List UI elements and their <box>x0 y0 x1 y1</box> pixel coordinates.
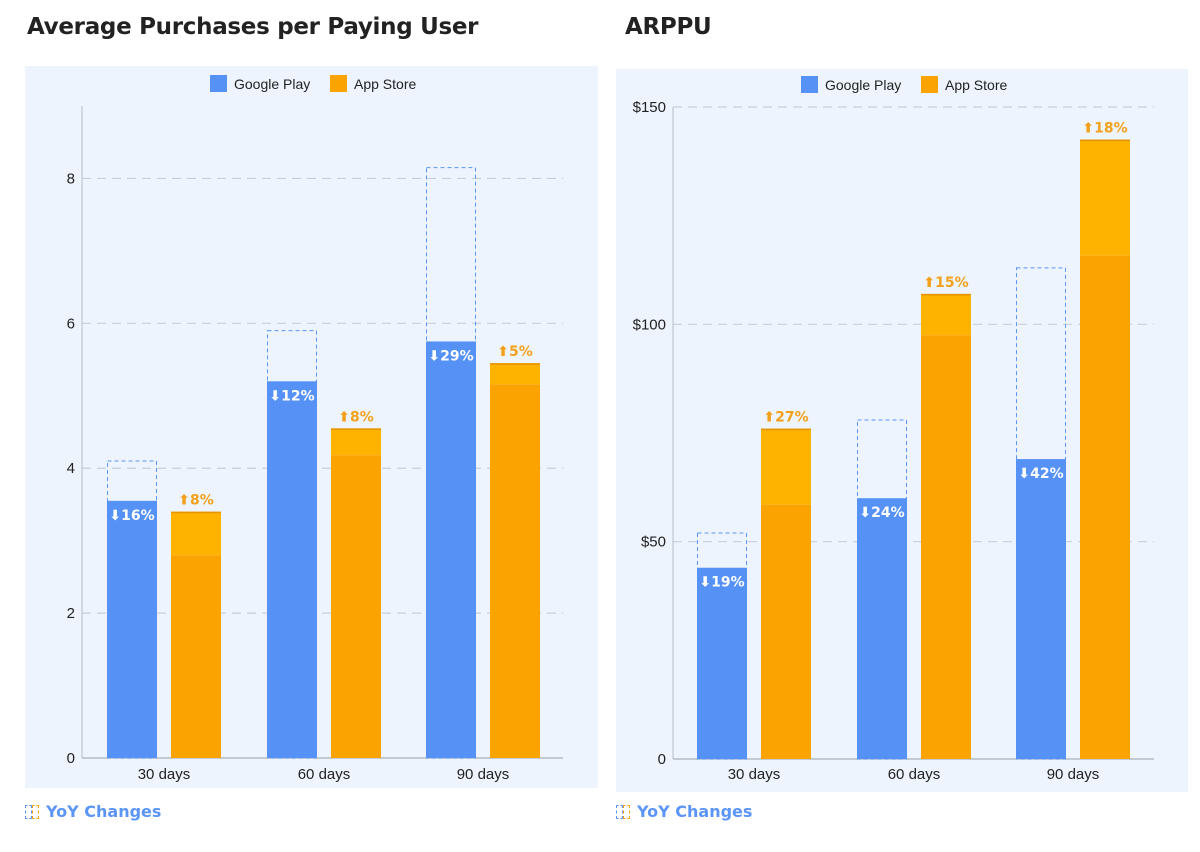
x-category-label: 30 days <box>138 766 191 783</box>
bar-app-store <box>490 384 540 758</box>
bar-app-store <box>761 504 811 759</box>
y-tick-label: 2 <box>67 605 75 622</box>
bar-google-play <box>857 498 907 759</box>
chart-panel-arppu: 0 $50 $100 $150 Google Play App Store ⬇19% ⬆27%… <box>616 69 1188 792</box>
bar-app-store-growth-segment <box>921 293 971 336</box>
bar-app-store <box>1080 255 1130 759</box>
legend-label-google-play: Google Play <box>825 77 901 93</box>
chart-panel-purchases: 0 2 4 6 8 Google Play App Store ⬇16% ⬆8% 30 days ⬇… <box>25 66 598 788</box>
yoy-changes-footer-left: YoY Changes <box>25 802 161 821</box>
y-tick-label: 8 <box>67 170 75 187</box>
legend-swatch-app-store <box>921 76 938 93</box>
bar-app-store-top-edge <box>490 363 540 365</box>
legend-swatch-app-store <box>330 75 347 92</box>
bar-app-store-top-edge <box>761 428 811 431</box>
x-category-label: 30 days <box>728 766 781 783</box>
bar-google-play <box>697 567 747 759</box>
bar-google-play <box>107 500 157 758</box>
y-tick-label: 0 <box>658 751 666 768</box>
yoy-dashed-bars-icon <box>616 804 631 819</box>
chart-title-arppu: ARPPU <box>625 14 712 40</box>
yoy-changes-footer-right: YoY Changes <box>616 802 752 821</box>
bar-app-store-growth-segment <box>490 363 540 385</box>
x-category-label: 90 days <box>1047 766 1100 783</box>
bar-app-store-growth-segment <box>1080 139 1130 256</box>
bar-google-play <box>1016 459 1066 759</box>
bar-app-store <box>921 335 971 759</box>
bar-app-store-top-edge <box>171 511 221 514</box>
yoy-dashed-bars-icon <box>25 804 40 819</box>
change-label-google-play: ⬇19% <box>699 575 744 591</box>
change-label-app-store: ⬆15% <box>923 275 968 291</box>
chart-svg-purchases: 0 2 4 6 8 Google Play App Store ⬇16% ⬆8% 30 days ⬇… <box>67 75 563 783</box>
bar-app-store <box>171 555 221 758</box>
change-label-app-store: ⬆8% <box>338 409 374 425</box>
change-label-app-store: ⬆8% <box>178 493 214 509</box>
bar-google-play <box>426 341 476 758</box>
y-tick-label: 4 <box>67 460 75 477</box>
change-label-google-play: ⬇24% <box>859 505 904 521</box>
change-label-google-play: ⬇42% <box>1018 466 1063 482</box>
x-category-label: 60 days <box>298 766 351 783</box>
yoy-changes-label: YoY Changes <box>637 802 753 821</box>
legend-label-app-store: App Store <box>945 77 1007 93</box>
y-tick-label: 0 <box>67 750 75 767</box>
bar-app-store <box>331 455 381 758</box>
legend-swatch-google-play <box>210 75 227 92</box>
legend-label-google-play: Google Play <box>234 76 310 92</box>
chart-title-purchases: Average Purchases per Paying User <box>27 14 479 40</box>
bar-app-store-growth-segment <box>171 511 221 556</box>
change-label-app-store: ⬆5% <box>497 344 533 360</box>
chart-svg-arppu: 0 $50 $100 $150 Google Play App Store ⬇19% ⬆27%… <box>633 76 1154 783</box>
bar-app-store-top-edge <box>921 293 971 296</box>
x-category-label: 90 days <box>457 766 510 783</box>
y-tick-label: $50 <box>641 534 666 551</box>
y-tick-label: $100 <box>633 316 666 333</box>
y-tick-label: $150 <box>633 99 666 116</box>
y-tick-label: 6 <box>67 315 75 332</box>
change-label-google-play: ⬇16% <box>109 508 154 524</box>
bar-app-store-growth-segment <box>761 428 811 505</box>
bar-google-play <box>267 381 317 758</box>
legend-swatch-google-play <box>801 76 818 93</box>
bar-app-store-top-edge <box>1080 139 1130 142</box>
yoy-changes-label: YoY Changes <box>46 802 162 821</box>
change-label-app-store: ⬆18% <box>1082 121 1127 137</box>
change-label-google-play: ⬇12% <box>269 388 314 404</box>
bar-app-store-top-edge <box>331 428 381 430</box>
x-category-label: 60 days <box>888 766 941 783</box>
change-label-app-store: ⬆27% <box>763 410 808 426</box>
change-label-google-play: ⬇29% <box>428 348 473 364</box>
bar-app-store-growth-segment <box>331 428 381 456</box>
legend-label-app-store: App Store <box>354 76 416 92</box>
